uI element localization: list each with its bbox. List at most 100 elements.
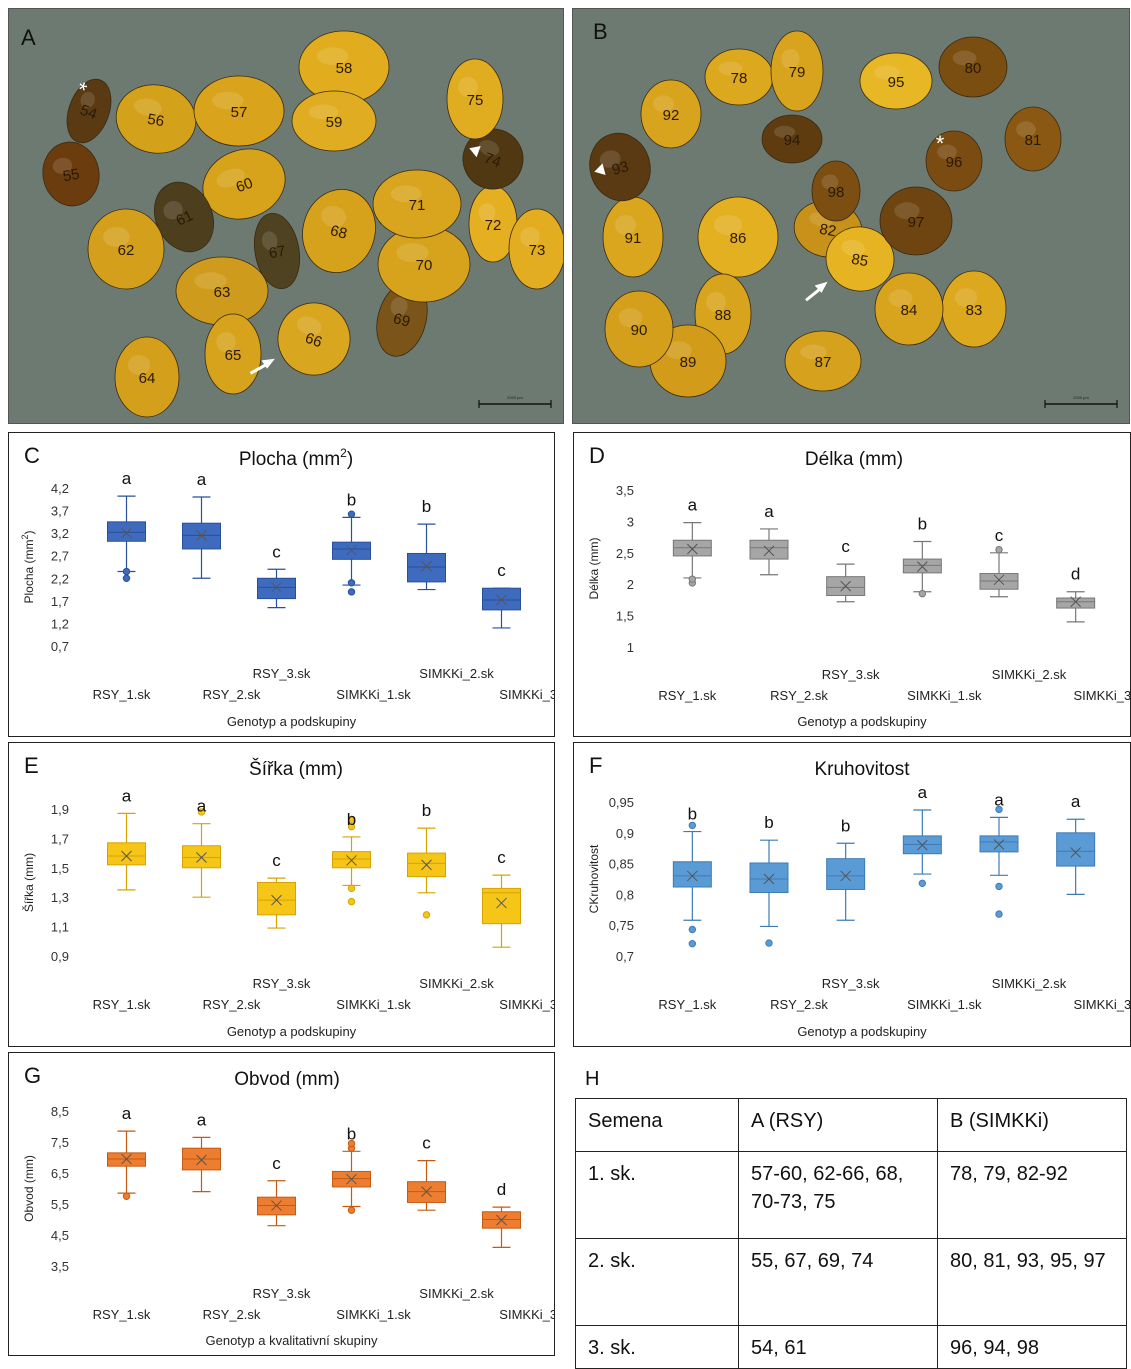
category-label: RSY_1.sk — [93, 1307, 151, 1322]
table-cell: 96, 94, 98 — [937, 1325, 1127, 1369]
scale-bar: 2000 µm — [1044, 395, 1118, 408]
seed: 70 — [377, 225, 471, 303]
mean-marker — [196, 852, 207, 863]
table-cell: 54, 61 — [738, 1325, 938, 1369]
box-group — [257, 877, 296, 929]
y-axis-label-text: Délka (mm) — [587, 537, 601, 599]
chart-title-end: ) — [347, 449, 353, 470]
seed-body — [859, 52, 933, 110]
y-tick-label: 4,5 — [51, 1228, 69, 1243]
seed: 60 — [202, 148, 286, 220]
box-group — [407, 523, 446, 591]
seed-number-label: 97 — [908, 214, 925, 231]
mean-marker — [421, 560, 432, 572]
mean-marker — [916, 839, 928, 851]
arrow-head — [261, 358, 275, 369]
category-label: RSY_2.sk — [203, 997, 261, 1012]
outlier-point — [765, 939, 773, 947]
table-row: 1. sk. 57-60, 62-66, 68, 70-73, 75 78, 7… — [575, 1151, 1127, 1239]
seed: 90 — [604, 290, 674, 368]
seed-highlight — [714, 215, 742, 235]
mean-marker — [121, 1153, 132, 1165]
seed-number-label: 70 — [416, 257, 433, 274]
box-group — [826, 563, 866, 603]
seed-highlight — [618, 308, 643, 328]
significance-letter: a — [918, 783, 928, 802]
seed-number-label: 58 — [336, 60, 353, 77]
mean-marker — [346, 855, 357, 866]
box-group — [979, 545, 1019, 598]
chart-title-text: Šířka (mm) — [249, 758, 343, 780]
seed-highlight — [954, 288, 978, 308]
significance-letter: a — [197, 470, 207, 489]
outlier-point — [347, 1139, 356, 1148]
table-row: 3. sk. 54, 61 96, 94, 98 — [575, 1325, 1127, 1369]
seed-highlight — [653, 95, 674, 113]
seed-body — [770, 30, 824, 112]
seed-highlight — [297, 316, 322, 336]
seed-highlight — [261, 231, 278, 251]
mean-marker — [840, 580, 852, 592]
seed-number-label: 86 — [730, 230, 747, 247]
seed-body — [372, 169, 462, 239]
table-cell: 2. sk. — [575, 1238, 739, 1326]
significance-letter: a — [688, 496, 698, 515]
significance-letter: d — [1071, 565, 1080, 584]
x-axis-label: Genotyp a podskupiny — [227, 1024, 357, 1039]
chart-title-text: Plocha (mm — [239, 449, 340, 470]
mean-marker — [271, 581, 282, 593]
seed-layer: 78 79 8081828384858687888990919293949596*9… — [589, 30, 1062, 398]
category-label: RSY_3.sk — [253, 976, 311, 991]
seed-highlight — [321, 205, 347, 228]
seed-body — [462, 128, 524, 190]
seed: 56 — [115, 84, 197, 154]
chart-title: Šířka (mm) — [249, 758, 343, 780]
box — [826, 858, 866, 890]
box-plot-svg: FFKruhovitost0,950,90,850,80,750,7CKruho… — [587, 753, 1130, 1039]
seed: 66 — [249, 302, 351, 376]
seed: 86 — [697, 196, 779, 278]
category-label: SIMKKi_3.sk — [499, 1307, 554, 1322]
seed-number-label: 95 — [888, 74, 905, 91]
y-axis-label-text: Šířka (mm) — [21, 853, 36, 912]
significance-letter: c — [995, 526, 1004, 545]
box-plot-svg: CCPlocha (mm2)4,23,73,22,72,21,71,20,7Pl… — [20, 443, 554, 729]
panel-letter-h: H — [585, 1068, 600, 1090]
y-tick-label: 1,7 — [51, 594, 69, 609]
scale-bar: 2000 µm — [478, 395, 552, 408]
significance-letter: a — [122, 786, 132, 805]
seed-number-label: 68 — [328, 222, 349, 243]
seed-number-label: 64 — [139, 370, 156, 387]
y-tick-label: 1,1 — [51, 920, 69, 935]
seed-number-label: 67 — [268, 243, 287, 263]
significance-letter: b — [422, 801, 431, 820]
category-label: RSY_3.sk — [253, 1286, 311, 1301]
table-cell: 1. sk. — [575, 1151, 739, 1239]
table-header-cell: Semena — [575, 1098, 739, 1152]
seed-number-label: 88 — [715, 307, 732, 324]
significance-letter: b — [347, 810, 356, 829]
category-label: SIMKKi_1.sk — [336, 1307, 411, 1322]
significance-letter: a — [1071, 792, 1081, 811]
seed-body — [277, 302, 351, 376]
box-group — [332, 1139, 371, 1214]
box — [407, 552, 446, 583]
outlier-point — [347, 884, 356, 893]
mean-marker — [686, 543, 698, 555]
panel-letter: D — [589, 443, 605, 468]
category-label: SIMKKi_3.sk — [499, 687, 554, 702]
seed: 67 — [253, 212, 301, 290]
y-tick-label: 0,95 — [609, 795, 634, 810]
outlier-point — [122, 574, 131, 582]
y-tick-label: 8,5 — [51, 1104, 69, 1119]
seed-highlight — [317, 47, 349, 66]
box-group — [749, 528, 789, 576]
seed-body — [193, 75, 285, 147]
seed: 93 — [589, 132, 651, 202]
seed-highlight — [821, 174, 839, 190]
seed: 74 — [462, 128, 524, 190]
seed-photo-b-drawing: 78 79 8081828384858687888990919293949596*9… — [589, 30, 1118, 408]
seed-number-label: 87 — [815, 354, 832, 371]
seed-number-label: 82 — [818, 221, 837, 241]
seed-highlight — [937, 144, 957, 160]
